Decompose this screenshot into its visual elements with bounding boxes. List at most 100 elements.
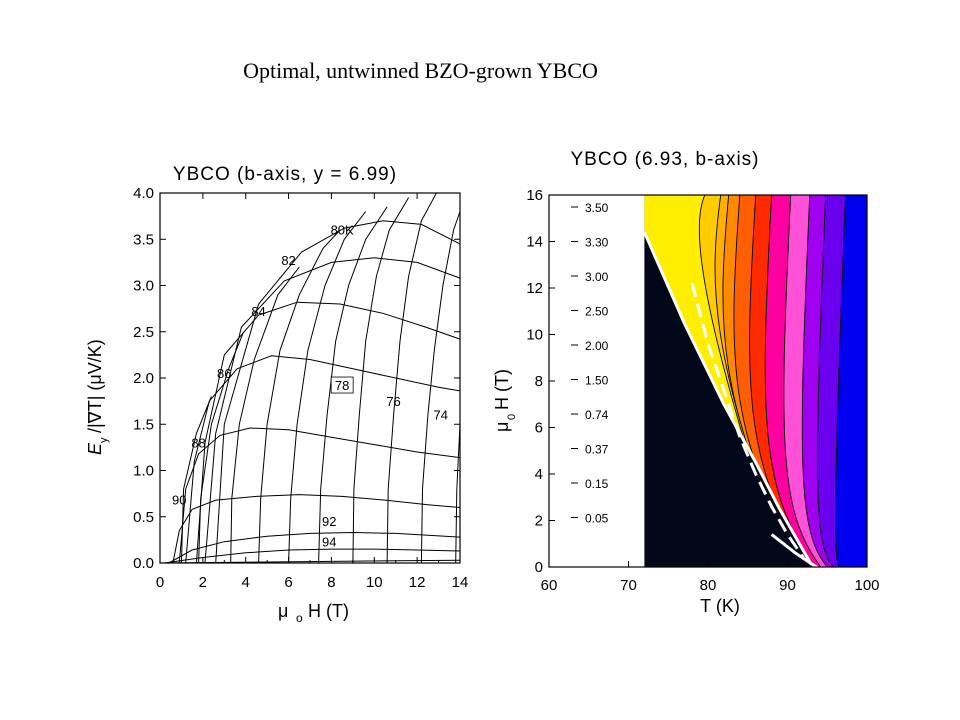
x-tick-label: 70 (620, 577, 637, 594)
left-series-line (288, 211, 367, 564)
right-x-ticks: 60 70 80 90 100 (541, 561, 880, 594)
left-curve-label: 76 (386, 394, 400, 409)
y-tick-label: 6 (535, 420, 543, 437)
right-overlay-lines (643, 231, 820, 567)
left-curve-label: 94 (322, 534, 336, 549)
left-curve-label: 88 (191, 435, 205, 450)
left-series-line (164, 548, 461, 564)
legend-level: 0.05 (585, 512, 609, 526)
x-tick-label: 2 (199, 574, 207, 591)
left-series-line (455, 424, 461, 564)
svg-text:H (T): H (T) (308, 601, 349, 621)
legend-level: 0.15 (585, 477, 609, 491)
white-solid-line (643, 231, 813, 566)
white-lower-line (770, 533, 820, 567)
no-data-region (549, 195, 645, 567)
svg-text:μ: μ (278, 601, 288, 621)
left-curve-label: 80K (331, 223, 354, 238)
svg-text:y: y (98, 437, 110, 443)
right-contour-bands (549, 195, 867, 567)
left-curve-label: 92 (322, 514, 336, 529)
right-chart-title: YBCO (6.93, b-axis) (571, 149, 760, 170)
x-tick-label: 6 (284, 574, 292, 591)
left-curve-label: 86 (217, 366, 231, 381)
legend-level: 3.50 (585, 201, 609, 215)
label-box (330, 376, 354, 394)
x-tick-label: 4 (242, 574, 250, 591)
y-tick-label: 2.0 (133, 370, 154, 387)
left-series-line (420, 211, 461, 564)
y-tick-label: 0 (535, 559, 543, 576)
x-tick-label: 12 (409, 574, 426, 591)
left-y-axis-label: E y /|∇T| (μV/K) (85, 339, 110, 455)
legend-level: 2.50 (585, 305, 609, 319)
left-curve-labels: 80K 82 84 86 88 90 92 94 78 76 74 (172, 223, 448, 550)
x-tick-label: 8 (327, 574, 335, 591)
left-curve-label: 78 (335, 378, 349, 393)
y-tick-label: 1.5 (133, 416, 154, 433)
left-series-line (198, 331, 245, 564)
svg-text:μ: μ (492, 422, 512, 432)
svg-text:E: E (85, 442, 105, 455)
left-series-group (159, 192, 461, 564)
left-series-line (386, 192, 437, 564)
y-tick-label: 4 (535, 466, 543, 483)
left-series-line (215, 220, 461, 564)
left-series-line (258, 229, 341, 564)
white-dashed-line (690, 282, 805, 559)
y-tick-label: 1.0 (133, 463, 154, 480)
svg-text:H (T): H (T) (492, 369, 512, 410)
legend-level: 3.30 (585, 236, 609, 250)
right-y-axis-label: μ 0 H (T) (492, 369, 518, 432)
y-tick-label: 0.0 (133, 555, 154, 572)
svg-text:/|∇T| (μV/K): /|∇T| (μV/K) (85, 339, 105, 433)
left-series-line (185, 355, 461, 564)
left-y-ticks: 0.0 0.5 1.0 1.5 2.0 2.5 3.0 3.5 4.0 (133, 185, 460, 572)
y-tick-label: 3.5 (133, 231, 154, 248)
slide-title: Optimal, untwinned BZO-grown YBCO (243, 58, 598, 83)
legend-level: 1.50 (585, 374, 609, 388)
left-curve-label: 82 (281, 253, 295, 268)
legend-level: 2.00 (585, 339, 609, 353)
svg-text:o: o (296, 611, 303, 625)
left-curve-label: 90 (172, 493, 186, 508)
x-tick-label: 100 (854, 577, 879, 594)
left-x-ticks: 0 2 4 6 8 10 12 14 (156, 193, 469, 591)
x-tick-label: 90 (779, 577, 796, 594)
left-series-line (178, 427, 461, 564)
y-tick-label: 4.0 (133, 185, 154, 202)
left-x-axis-label: μ o H (T) (278, 601, 349, 625)
left-series-line (180, 396, 212, 564)
y-tick-label: 16 (526, 187, 543, 204)
left-series-line (168, 531, 461, 564)
legend-level: 0.74 (585, 408, 609, 422)
right-x-axis-label: T (K) (700, 596, 740, 616)
y-tick-label: 2.5 (133, 324, 154, 341)
x-tick-label: 0 (156, 574, 164, 591)
x-tick-label: 10 (366, 574, 383, 591)
left-series-line (318, 206, 388, 564)
left-curve-label: 84 (251, 304, 265, 319)
legend-level: 3.00 (585, 270, 609, 284)
right-level-legend: 3.50 3.30 3.00 2.50 2.00 1.50 0.74 0.37 0.15 0.05 (571, 201, 609, 526)
x-tick-label: 14 (452, 574, 469, 591)
left-curve-label: 74 (433, 408, 447, 423)
y-tick-label: 10 (526, 327, 543, 344)
x-tick-label: 60 (541, 577, 558, 594)
left-series-line (230, 266, 300, 564)
y-tick-label: 0.5 (133, 509, 154, 526)
y-tick-label: 8 (535, 373, 543, 390)
left-chart-title: YBCO (b-axis, y = 6.99) (173, 164, 397, 185)
left-series-line (352, 197, 410, 564)
left-series-line (204, 257, 461, 564)
y-tick-label: 2 (535, 513, 543, 530)
svg-text:0: 0 (506, 414, 518, 420)
left-line-chart: YBCO (b-axis, y = 6.99) 80K8284868890929… (85, 164, 468, 625)
right-y-ticks: 0 2 4 6 8 10 12 14 16 (526, 187, 555, 576)
x-tick-label: 80 (700, 577, 717, 594)
y-tick-label: 12 (526, 280, 543, 297)
legend-level: 0.37 (585, 443, 609, 457)
right-contour-chart: YBCO (6.93, b-axis) 3.50 3.30 3.00 2.50 2.00… (492, 149, 880, 616)
left-series-line (172, 494, 461, 564)
